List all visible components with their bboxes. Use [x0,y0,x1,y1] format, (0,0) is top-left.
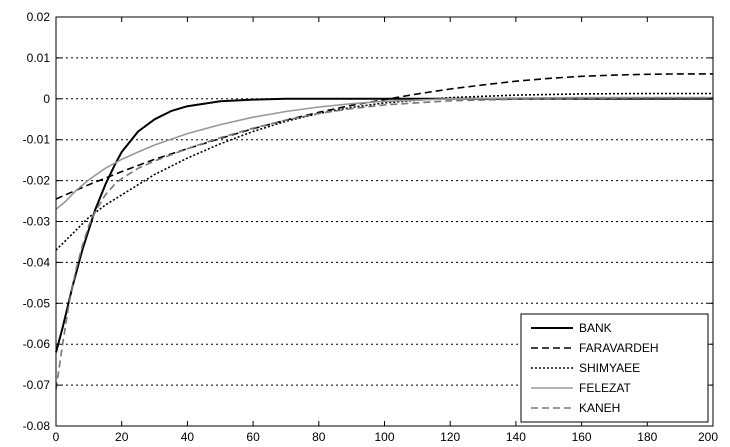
legend-label: KANEH [579,401,620,415]
y-tick-label: -0.02 [23,174,51,188]
x-tick-label: 200 [698,430,718,444]
y-tick-label: -0.05 [23,296,51,310]
series-line-faravardeh [55,73,713,200]
x-tick-label: 140 [506,430,526,444]
series-line-kaneh [55,97,713,390]
y-tick-label: 0.02 [27,10,51,24]
y-tick-label: -0.07 [23,378,51,392]
y-tick-label: -0.06 [23,337,51,351]
x-tick-label: 100 [374,430,394,444]
y-tick-label: -0.01 [23,133,51,147]
y-tick-label: 0.01 [27,51,51,65]
y-tick-label: -0.04 [23,255,51,269]
x-tick-label: 0 [53,430,60,444]
y-tick-label: 0 [43,92,50,106]
y-tick-label: -0.03 [23,215,51,229]
x-tick-label: 60 [246,430,260,444]
series-line-shimyaee [55,92,713,251]
legend-label: SHIMYAEE [579,361,640,375]
legend: BANK FARAVARDEH SHIMYAEE FELEZAT KANEH [520,313,709,423]
series-lines [55,73,713,390]
x-tick-label: 20 [115,430,129,444]
series-line-felezat [55,96,713,210]
x-tick-label: 160 [572,430,592,444]
legend-label: FELEZAT [579,381,631,395]
axis-ticks: 0.02 0.01 0 -0.01 -0.02 -0.03 -0.04 -0.05 -0.06 -… [23,10,719,444]
legend-label: FARAVARDEH [579,341,659,355]
x-tick-label: 80 [312,430,326,444]
legend-label: BANK [579,321,612,335]
y-tick-label: -0.08 [23,419,51,433]
x-tick-label: 120 [440,430,460,444]
x-tick-label: 180 [637,430,657,444]
x-tick-label: 40 [181,430,195,444]
